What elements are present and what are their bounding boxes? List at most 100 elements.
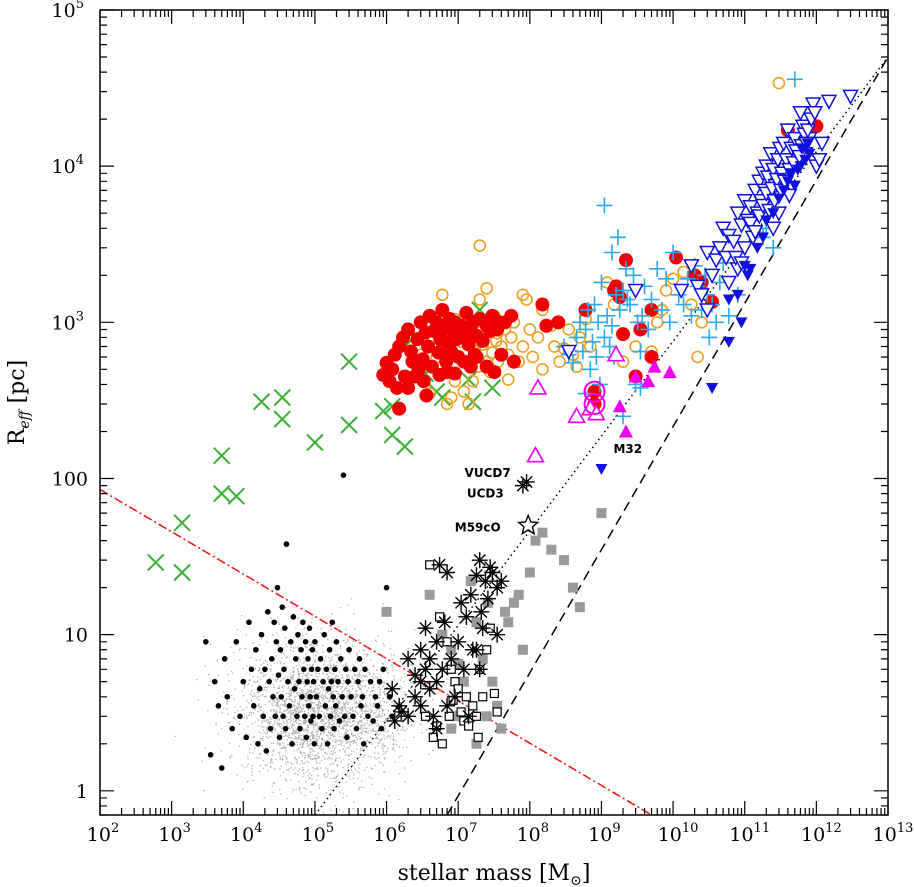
model-lines bbox=[100, 56, 888, 815]
dot-marker bbox=[376, 678, 383, 685]
dot-marker bbox=[274, 584, 281, 591]
asterisk-marker bbox=[434, 661, 451, 678]
filled-triangle-marker bbox=[781, 176, 794, 188]
asterisk-marker bbox=[412, 697, 429, 714]
asterisk-marker bbox=[450, 633, 467, 650]
dot-marker bbox=[237, 713, 243, 720]
dot-marker bbox=[273, 638, 280, 645]
open-triangle-marker bbox=[764, 221, 782, 237]
open-triangle-marker bbox=[526, 446, 545, 463]
dot-marker bbox=[329, 619, 336, 626]
filled-circle-marker bbox=[475, 333, 490, 348]
plus-marker bbox=[596, 197, 613, 214]
filled-triangle-marker bbox=[595, 464, 608, 476]
x-tick-label: 109 bbox=[588, 821, 620, 846]
asterisk-marker bbox=[412, 641, 429, 658]
open-circle-marker bbox=[466, 374, 480, 388]
dot-marker bbox=[268, 656, 275, 662]
filled-triangle-marker bbox=[751, 242, 764, 254]
asterisk-marker bbox=[428, 720, 445, 737]
open-triangle-marker bbox=[781, 188, 798, 204]
dot-marker bbox=[267, 725, 274, 732]
dot-marker bbox=[330, 693, 336, 700]
dot-marker bbox=[263, 748, 270, 754]
plus-marker bbox=[708, 314, 725, 331]
dot-marker bbox=[308, 718, 314, 724]
plus-marker bbox=[701, 329, 718, 346]
plus-marker bbox=[568, 329, 585, 346]
asterisk-marker bbox=[421, 680, 438, 697]
filled-square-marker bbox=[496, 723, 507, 734]
dot-marker bbox=[266, 678, 272, 685]
dot-marker bbox=[340, 472, 347, 478]
open-triangle-marker bbox=[811, 152, 828, 169]
dot-marker bbox=[336, 718, 343, 724]
series-magenta-filled-triangles bbox=[612, 359, 677, 438]
x-tick-label: 105 bbox=[302, 821, 334, 846]
dot-marker bbox=[310, 678, 317, 685]
open-triangle-marker bbox=[567, 406, 586, 424]
dot-marker bbox=[248, 666, 255, 673]
asterisk-marker bbox=[400, 650, 417, 667]
series-magenta-open-circles bbox=[583, 380, 606, 415]
y-tick-label: 10 bbox=[64, 625, 88, 647]
open-circle-marker bbox=[473, 293, 487, 306]
plus-marker bbox=[601, 338, 618, 355]
plus-marker bbox=[599, 307, 616, 324]
open-square-marker bbox=[468, 701, 478, 711]
filled-square-marker bbox=[465, 576, 476, 587]
plus-marker bbox=[632, 379, 649, 396]
axis-labels: stellar mass [M⊙] Reff [pc] bbox=[5, 360, 590, 887]
dot-marker bbox=[317, 656, 324, 662]
filled-triangle-marker bbox=[738, 260, 751, 272]
asterisk-marker bbox=[446, 688, 463, 705]
dot-marker bbox=[281, 666, 287, 673]
open-circle-marker bbox=[584, 340, 597, 353]
cross-marker bbox=[340, 352, 358, 371]
dot-marker bbox=[224, 693, 231, 700]
open-triangle-marker bbox=[699, 303, 716, 319]
cross-marker bbox=[433, 388, 451, 407]
asterisk-marker bbox=[386, 712, 403, 729]
filled-square-marker bbox=[471, 617, 482, 628]
plus-marker bbox=[643, 291, 660, 308]
dot-marker bbox=[246, 619, 252, 626]
plus-marker bbox=[574, 343, 591, 360]
filled-circle-marker bbox=[397, 369, 412, 384]
asterisk-marker bbox=[393, 703, 410, 720]
dot-marker bbox=[243, 734, 250, 741]
open-triangle-marker bbox=[820, 94, 838, 110]
plus-marker bbox=[617, 260, 634, 277]
dot-marker bbox=[331, 725, 337, 732]
filled-circle-marker bbox=[469, 349, 484, 364]
dot-marker bbox=[294, 713, 300, 720]
dot-marker bbox=[303, 734, 310, 741]
plus-marker bbox=[634, 307, 651, 324]
plus-marker bbox=[609, 229, 626, 246]
filled-square-marker bbox=[503, 617, 514, 628]
dot-marker bbox=[265, 609, 271, 615]
dot-marker bbox=[289, 741, 295, 747]
plus-marker bbox=[625, 267, 642, 284]
open-triangle-marker bbox=[711, 241, 729, 257]
dot-marker bbox=[301, 666, 307, 673]
open-triangle-marker bbox=[627, 283, 644, 300]
filled-triangle-marker bbox=[803, 148, 816, 160]
dot-marker bbox=[380, 666, 387, 673]
plus-marker bbox=[593, 274, 610, 291]
open-circle-marker bbox=[536, 363, 549, 376]
filled-square-marker bbox=[437, 629, 448, 640]
asterisk-marker bbox=[407, 667, 424, 684]
series-magenta-open-triangles bbox=[526, 345, 626, 463]
dot-marker bbox=[360, 741, 367, 747]
open-triangle-marker bbox=[813, 136, 831, 152]
filled-circle-marker bbox=[535, 297, 550, 312]
x-tick-label: 108 bbox=[517, 821, 549, 846]
dot-marker bbox=[323, 666, 330, 673]
dot-marker bbox=[282, 625, 288, 631]
dot-marker bbox=[335, 678, 341, 685]
annotation-m32: M32 bbox=[613, 442, 642, 456]
open-circle-marker bbox=[570, 360, 583, 373]
y-tick-label: 104 bbox=[52, 153, 84, 178]
plus-marker bbox=[661, 314, 678, 331]
